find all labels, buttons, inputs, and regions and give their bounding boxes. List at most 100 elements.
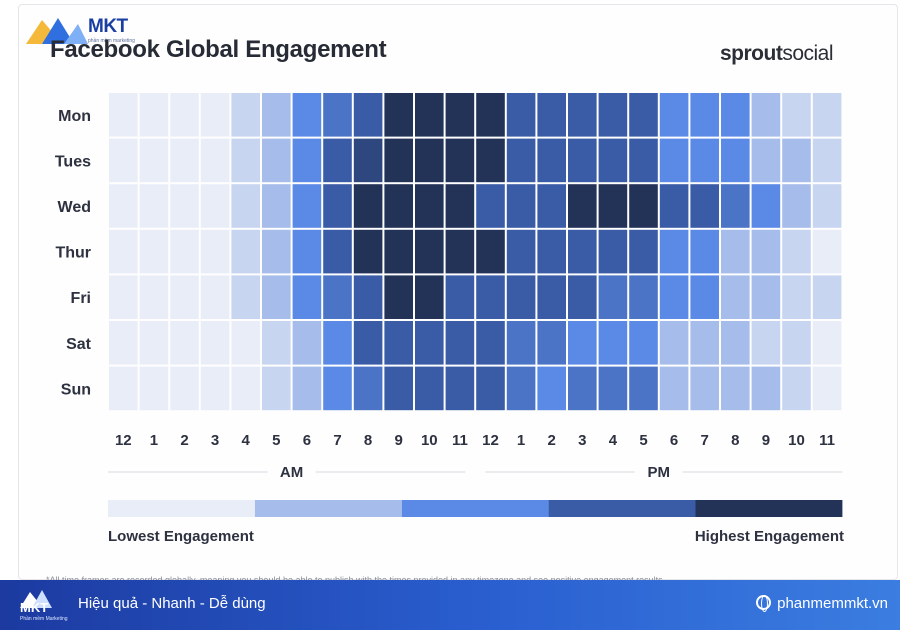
- heatmap-cell: [568, 321, 597, 365]
- heatmap-cell: [659, 229, 689, 274]
- heatmap-cell: [721, 275, 750, 319]
- heatmap-cell: [323, 138, 352, 183]
- heatmap-cell: [751, 321, 781, 365]
- hour-label: 5: [639, 432, 647, 449]
- heatmap-cell: [415, 275, 444, 319]
- heatmap-cell: [200, 93, 230, 137]
- heatmap-cell: [537, 93, 566, 137]
- heatmap-cell: [598, 93, 628, 137]
- heatmap-cell: [506, 184, 536, 228]
- heatmap-cell: [782, 184, 811, 228]
- heatmap-cell: [139, 184, 169, 228]
- heatmap-cell: [200, 275, 230, 319]
- heatmap-cell: [782, 229, 811, 274]
- heatmap-cell: [598, 184, 628, 228]
- heatmap-cell: [323, 275, 352, 319]
- heatmap-cell: [690, 229, 719, 274]
- heatmap-cell: [690, 93, 719, 137]
- heatmap-cell: [690, 275, 719, 319]
- hour-label: 1: [150, 432, 158, 449]
- brand-light: social: [782, 42, 834, 65]
- heatmap-cell: [598, 275, 628, 319]
- heatmap-cell: [292, 229, 322, 274]
- hour-label: 7: [701, 432, 709, 449]
- heatmap-cell: [323, 229, 352, 274]
- day-label: Fri: [71, 290, 91, 307]
- heatmap-cell: [506, 229, 536, 274]
- heatmap-cell: [323, 93, 352, 137]
- hour-label: 12: [482, 432, 499, 449]
- heatmap-cell: [139, 93, 169, 137]
- heatmap-cell: [170, 229, 199, 274]
- heatmap-cell: [721, 93, 750, 137]
- heatmap-cell: [476, 138, 505, 183]
- heatmap-cell: [690, 321, 719, 365]
- heatmap-cell: [445, 321, 475, 365]
- heatmap-cell: [139, 229, 169, 274]
- footer-website-link[interactable]: phanmemmkt.vn: [756, 595, 888, 612]
- heatmap-cell: [629, 229, 658, 274]
- day-label: Mon: [58, 108, 91, 125]
- heatmap-cell: [445, 366, 475, 411]
- mkt-logo-icon: [26, 18, 88, 44]
- heatmap-cell: [109, 321, 138, 365]
- heatmap-cell: [384, 138, 413, 183]
- heatmap-cell: [537, 275, 566, 319]
- heatmap-cell: [415, 229, 444, 274]
- hour-label: 4: [609, 432, 618, 449]
- heatmap-cell: [384, 366, 413, 411]
- heatmap-cell: [109, 229, 138, 274]
- footer-logo-icon: [20, 590, 52, 608]
- heatmap-cell: [200, 138, 230, 183]
- heatmap-cell: [353, 184, 383, 228]
- heatmap-cell: [568, 184, 597, 228]
- heatmap-cell: [629, 321, 658, 365]
- heatmap-cell: [231, 275, 260, 319]
- sproutsocial-logo: sproutsocial: [720, 42, 834, 66]
- heatmap-cell: [812, 138, 842, 183]
- hour-label: 4: [242, 432, 251, 449]
- heatmap-cell: [476, 184, 505, 228]
- heatmap-cell: [506, 275, 536, 319]
- heatmap-cell: [812, 321, 842, 365]
- heatmap-cell: [231, 321, 260, 365]
- heatmap-cell: [476, 366, 505, 411]
- heatmap-cell: [598, 229, 628, 274]
- heatmap-cell: [415, 366, 444, 411]
- hour-label: 8: [364, 432, 372, 449]
- heatmap-cell: [200, 366, 230, 411]
- heatmap-cell: [384, 184, 413, 228]
- heatmap-cell: [568, 366, 597, 411]
- heatmap-cell: [537, 229, 566, 274]
- heatmap-cell: [170, 184, 199, 228]
- heatmap-cell: [506, 93, 536, 137]
- hour-label: 10: [788, 432, 805, 449]
- heatmap-cell: [262, 366, 291, 411]
- heatmap-cell: [200, 321, 230, 365]
- heatmap-cell: [751, 184, 781, 228]
- heatmap-cell: [170, 138, 199, 183]
- heatmap-cell: [659, 138, 689, 183]
- heatmap-cell: [568, 229, 597, 274]
- heatmap-cell: [415, 93, 444, 137]
- logo-subtitle: phần mềm marketing: [88, 38, 135, 44]
- heatmap-cell: [690, 138, 719, 183]
- legend-swatch: [401, 500, 549, 517]
- heatmap-cell: [537, 366, 566, 411]
- heatmap-cell: [659, 184, 689, 228]
- heatmap-cell: [292, 184, 322, 228]
- hour-label: 2: [180, 432, 188, 449]
- heatmap-cell: [659, 93, 689, 137]
- heatmap-cell: [292, 93, 322, 137]
- heatmap-cell: [109, 184, 138, 228]
- chart-title: Facebook Global Engagement: [50, 36, 387, 63]
- heatmap-cell: [445, 275, 475, 319]
- heatmap-cell: [139, 275, 169, 319]
- heatmap-cell: [170, 275, 199, 319]
- heatmap-cell: [506, 138, 536, 183]
- heatmap-cell: [262, 321, 291, 365]
- heatmap-cell: [629, 93, 658, 137]
- hour-label: 11: [452, 432, 468, 449]
- heatmap-cell: [568, 275, 597, 319]
- am-label: AM: [280, 464, 303, 481]
